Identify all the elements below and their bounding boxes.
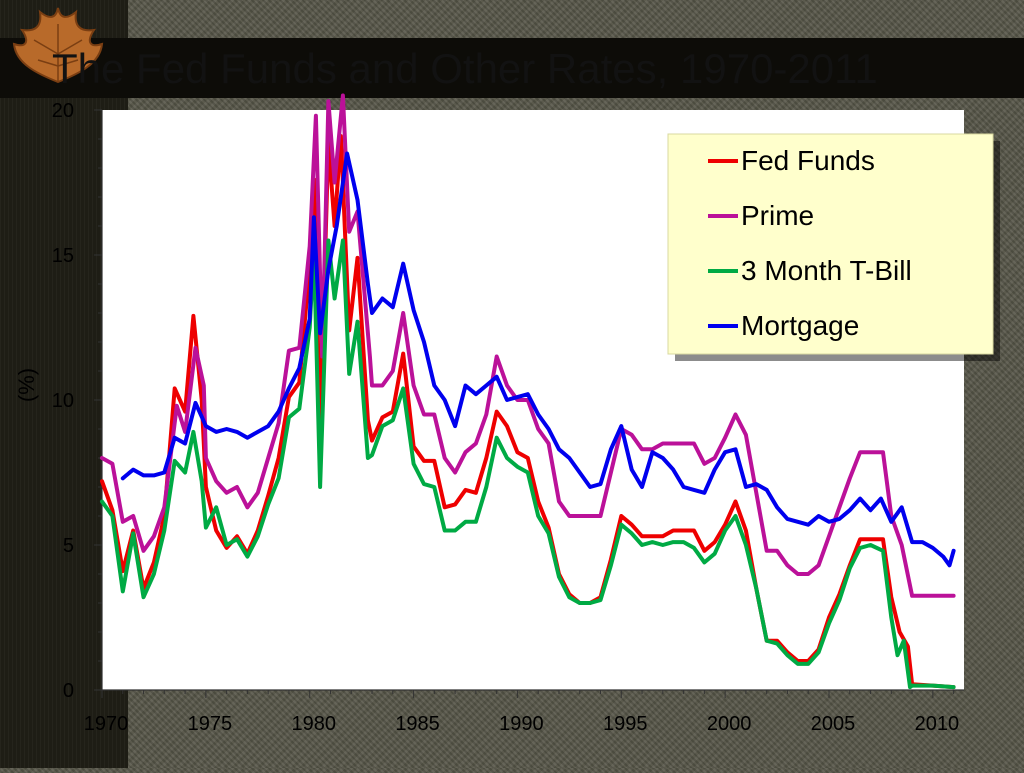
y-tick-label: 15 <box>52 245 74 267</box>
x-tick-label: 1985 <box>395 713 440 735</box>
legend-box <box>667 133 994 355</box>
y-tick-label: 10 <box>52 390 74 412</box>
series-line-mortgage <box>120 151 956 568</box>
series-group <box>100 93 956 690</box>
series-line-3-month-t-bill <box>100 238 956 690</box>
series-line-prime <box>100 93 956 598</box>
axes <box>94 109 964 698</box>
legend-entry-label: Mortgage <box>741 310 859 341</box>
x-tick-label: 1990 <box>499 713 544 735</box>
legend-entry-label: Fed Funds <box>741 145 875 176</box>
y-tick-label: 5 <box>63 535 74 557</box>
legend: Fed Funds Prime 3 Month T-Bill Mortgage <box>667 133 1000 361</box>
x-tick-label: 1995 <box>603 713 648 735</box>
y-tick-label: 20 <box>52 100 74 122</box>
tick-labels: 0 5 10 15 20 1970 1975 1980 1985 1990 1995 2000 2005… <box>52 100 959 735</box>
x-tick-label: 2000 <box>707 713 752 735</box>
x-tick-label: 1980 <box>291 713 336 735</box>
x-tick-label: 2010 <box>915 713 960 735</box>
y-tick-label: 0 <box>63 680 74 702</box>
x-tick-label: 1975 <box>188 713 233 735</box>
legend-entry-label: Prime <box>741 200 814 231</box>
legend-entry-label: 3 Month T-Bill <box>741 255 912 286</box>
leaf-decoration-icon <box>12 7 104 84</box>
title-band <box>0 38 1024 98</box>
x-tick-label: 2005 <box>811 713 856 735</box>
slide-title: The Fed Funds and Other Rates, 1970-2011 <box>52 45 878 92</box>
x-tick-label: 1970 <box>84 713 129 735</box>
y-axis-label: (%) <box>14 368 39 402</box>
